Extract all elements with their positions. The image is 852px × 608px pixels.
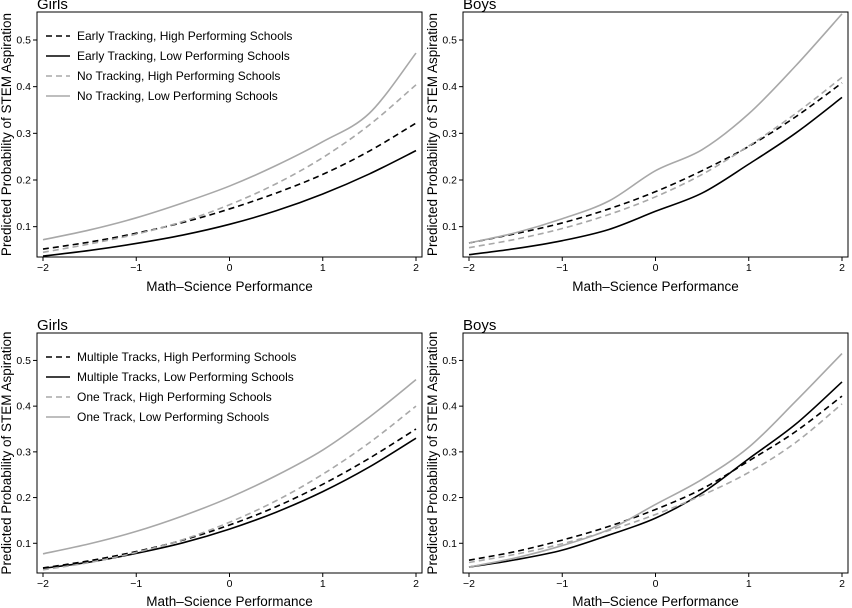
legend-label: Multiple Tracks, Low Performing Schools <box>77 370 294 384</box>
x-axis-label: Math–Science Performance <box>572 594 739 608</box>
series-line-4 <box>468 13 843 244</box>
panel-title: Boys <box>463 317 496 334</box>
y-tick-label: 0.5 <box>442 355 457 367</box>
series-line-3 <box>468 403 843 564</box>
y-tick-label: 0.4 <box>16 81 31 93</box>
x-tick-label: 1 <box>320 262 326 274</box>
y-axis-label: Predicted Probability of STEM Aspiration <box>0 13 14 256</box>
x-tick-label: 0 <box>653 262 659 274</box>
series-line-1 <box>468 82 843 244</box>
x-tick-label: 0 <box>653 578 659 590</box>
y-tick-label: 0.2 <box>16 492 31 504</box>
y-tick-label: 0.2 <box>442 175 457 187</box>
panel-2: Boys 0.1 0.2 0.3 0.4 0.5 −2 −1 0 1 2 Math–Science P… <box>425 0 849 294</box>
plot-frame <box>462 11 849 258</box>
y-tick-label: 0.3 <box>16 446 31 458</box>
series-line-4 <box>42 379 417 555</box>
x-axis-label: Math–Science Performance <box>572 279 739 294</box>
panel-title: Boys <box>463 0 496 13</box>
x-tick-label: −1 <box>556 262 568 274</box>
x-tick-label: −1 <box>556 578 568 590</box>
x-tick-label: −2 <box>463 578 475 590</box>
x-tick-label: 1 <box>320 578 326 590</box>
y-tick-label: 0.1 <box>16 538 31 550</box>
y-tick-label: 0.3 <box>442 128 457 140</box>
x-tick-label: 2 <box>413 262 419 274</box>
x-axis-label: Math–Science Performance <box>146 279 313 294</box>
series-line-4 <box>468 353 843 568</box>
x-tick-label: 0 <box>227 578 233 590</box>
series-line-4 <box>42 52 417 241</box>
legend-label: One Track, High Performing Schools <box>77 390 272 404</box>
legend-label: Multiple Tracks, High Performing Schools <box>77 350 296 364</box>
x-tick-label: 0 <box>227 262 233 274</box>
y-axis-label: Predicted Probability of STEM Aspiration <box>0 331 14 574</box>
x-tick-label: −2 <box>37 262 49 274</box>
y-axis-label: Predicted Probability of STEM Aspiration <box>425 331 440 574</box>
y-tick-label: 0.4 <box>16 401 31 413</box>
series-line-3 <box>42 405 417 571</box>
x-tick-label: 2 <box>413 578 419 590</box>
legend-label: No Tracking, Low Performing Schools <box>77 89 278 103</box>
panel-3: Girls 0.1 0.2 0.3 0.4 0.5 −2 −1 0 1 2 Math–Science … <box>0 317 423 608</box>
series-line-2 <box>42 437 417 570</box>
series-line-3 <box>468 76 843 249</box>
panel-title: Girls <box>37 317 68 334</box>
y-tick-label: 0.1 <box>442 538 457 550</box>
y-axis-label: Predicted Probability of STEM Aspiration <box>425 13 440 256</box>
legend-label: One Track, Low Performing Schools <box>77 410 269 424</box>
series-line-2 <box>468 381 843 568</box>
y-tick-label: 0.2 <box>442 492 457 504</box>
plot-frame <box>462 332 849 574</box>
legend: Early Tracking, High Performing Schools E… <box>46 29 292 103</box>
y-tick-label: 0.2 <box>16 175 31 187</box>
y-tick-label: 0.5 <box>16 355 31 367</box>
legend-label: Early Tracking, Low Performing Schools <box>77 49 290 63</box>
plot-frame <box>36 332 423 574</box>
y-tick-label: 0.4 <box>442 81 457 93</box>
series-line-1 <box>42 122 417 250</box>
x-tick-label: −1 <box>130 262 142 274</box>
series-line-1 <box>468 395 843 561</box>
panel-1: Girls 0.1 0.2 0.3 0.4 0.5 −2 −1 0 1 2 Math–Science … <box>0 0 423 294</box>
x-tick-label: 2 <box>839 578 845 590</box>
series-line-3 <box>42 84 417 254</box>
legend: Multiple Tracks, High Performing Schools… <box>46 350 296 424</box>
y-tick-label: 0.3 <box>16 128 31 140</box>
x-tick-label: 1 <box>746 262 752 274</box>
x-tick-label: −1 <box>130 578 142 590</box>
series-line-2 <box>42 149 417 257</box>
legend-label: Early Tracking, High Performing Schools <box>77 29 292 43</box>
x-tick-label: −2 <box>463 262 475 274</box>
y-tick-label: 0.1 <box>16 221 31 233</box>
panel-title: Girls <box>37 0 68 13</box>
panel-4: Boys 0.1 0.2 0.3 0.4 0.5 −2 −1 0 1 2 Math–Science P… <box>425 317 849 608</box>
y-tick-label: 0.4 <box>442 401 457 413</box>
y-tick-label: 0.1 <box>442 221 457 233</box>
x-tick-label: 2 <box>839 262 845 274</box>
series-line-2 <box>468 96 843 256</box>
x-axis-label: Math–Science Performance <box>146 594 313 608</box>
y-tick-label: 0.5 <box>16 35 31 47</box>
x-tick-label: −2 <box>37 578 49 590</box>
y-tick-label: 0.3 <box>442 446 457 458</box>
x-tick-label: 1 <box>746 578 752 590</box>
y-tick-label: 0.5 <box>442 35 457 47</box>
legend-label: No Tracking, High Performing Schools <box>77 69 280 83</box>
series-line-1 <box>42 428 417 569</box>
